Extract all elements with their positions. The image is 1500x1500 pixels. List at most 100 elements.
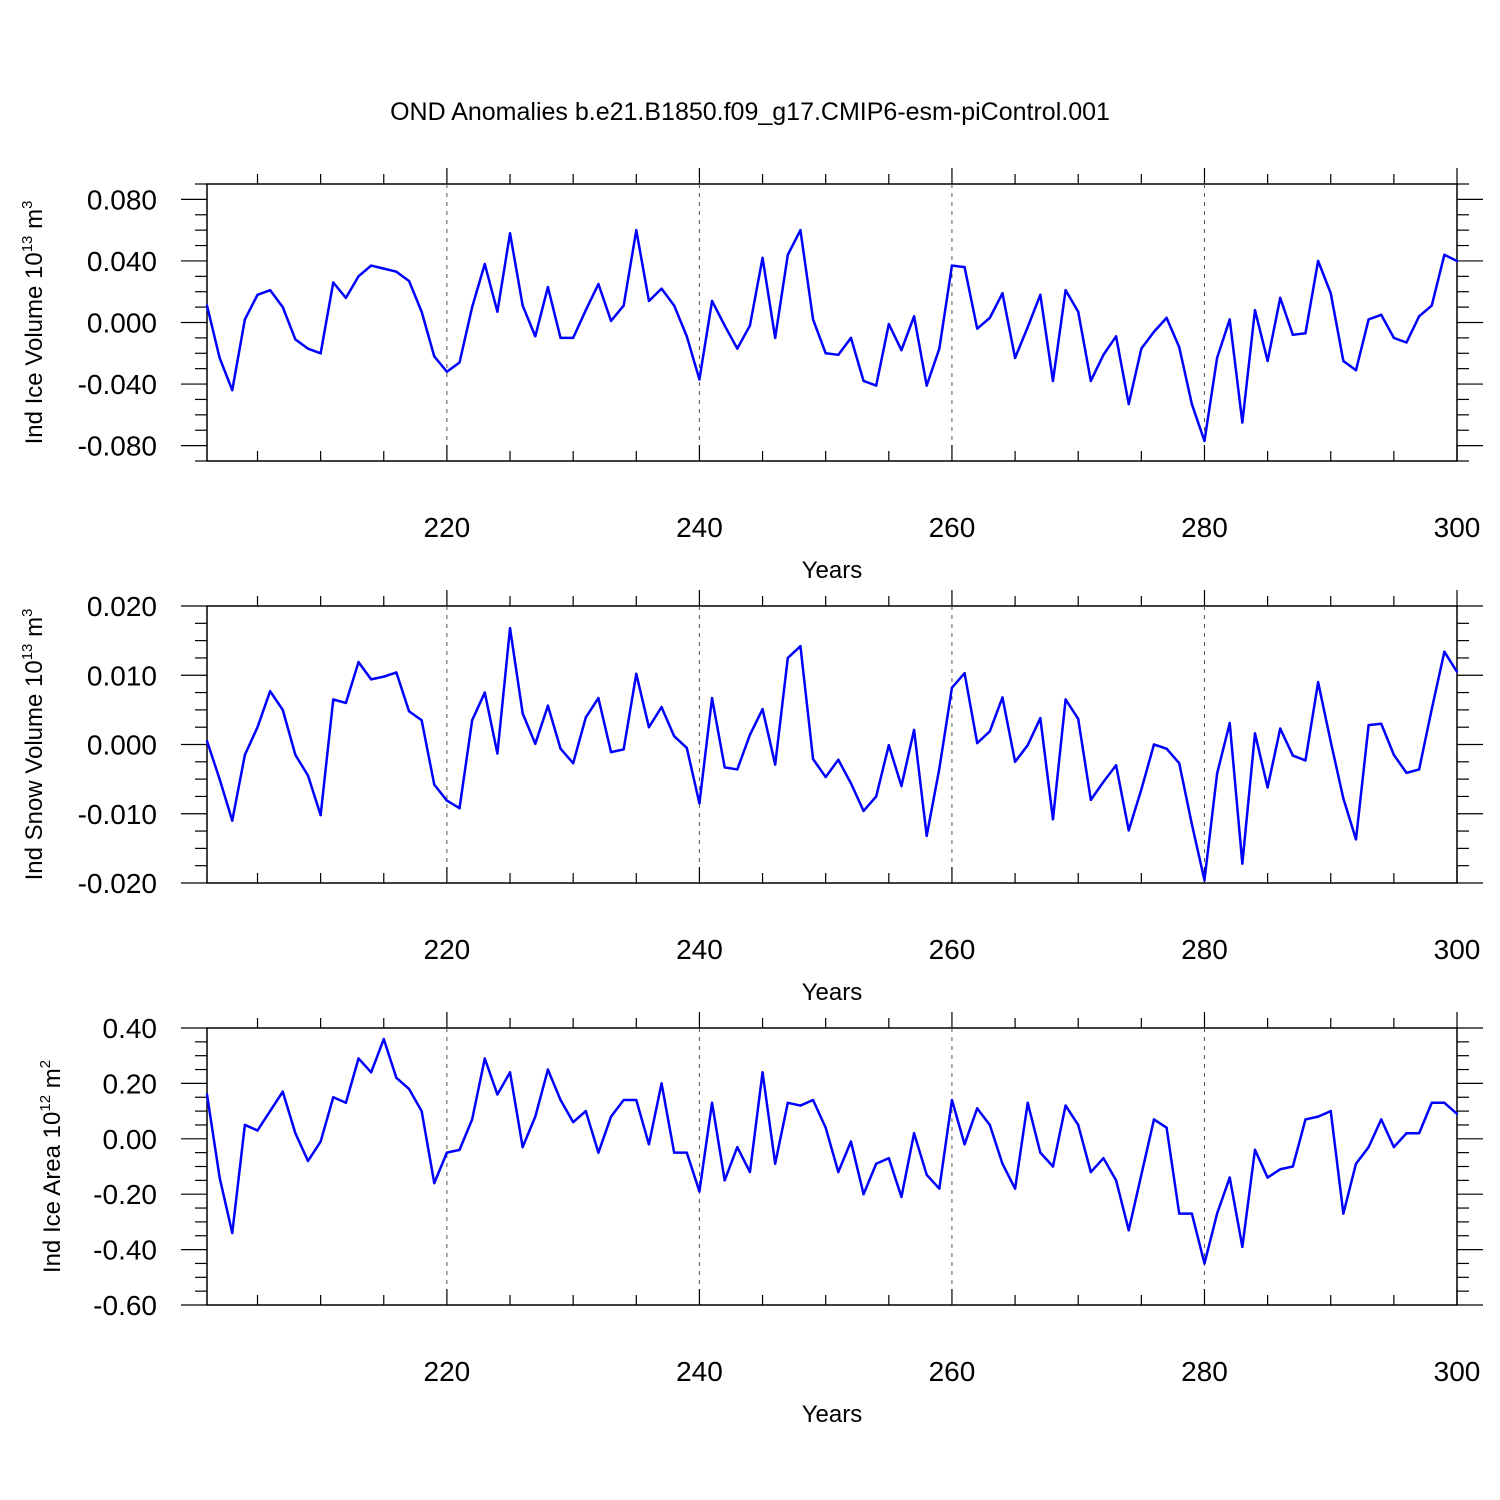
data-point bbox=[1102, 353, 1105, 357]
data-point bbox=[597, 696, 600, 700]
data-point bbox=[1215, 772, 1219, 775]
data-point bbox=[559, 336, 562, 340]
data-point bbox=[710, 299, 714, 303]
data-point bbox=[837, 353, 840, 357]
data-point bbox=[458, 1148, 461, 1152]
data-point bbox=[773, 1162, 777, 1165]
x-tick-label: 280 bbox=[1181, 512, 1228, 543]
data-point bbox=[1077, 310, 1080, 313]
data-point bbox=[912, 1132, 916, 1135]
data-point bbox=[925, 834, 928, 838]
y-tick-label: 0.000 bbox=[87, 730, 157, 761]
data-point bbox=[1089, 1170, 1093, 1174]
data-points bbox=[205, 228, 1459, 443]
data-point bbox=[988, 1123, 992, 1127]
data-point bbox=[571, 1120, 575, 1124]
x-tick-label: 240 bbox=[676, 512, 723, 543]
data-point bbox=[1001, 696, 1004, 699]
data-point bbox=[1039, 716, 1042, 720]
data-point bbox=[1329, 740, 1332, 743]
data-point bbox=[799, 644, 802, 648]
data-point bbox=[1455, 670, 1459, 673]
data-point bbox=[332, 698, 335, 701]
y-tick-label: 0.020 bbox=[87, 591, 157, 622]
data-point bbox=[710, 696, 714, 700]
x-tick-label: 220 bbox=[424, 512, 471, 543]
data-point bbox=[1114, 764, 1118, 767]
data-point bbox=[1367, 1145, 1370, 1149]
data-point bbox=[988, 730, 992, 733]
x-tick-label: 240 bbox=[676, 934, 723, 965]
data-point bbox=[1178, 761, 1181, 765]
data-point bbox=[1455, 1112, 1459, 1116]
data-point bbox=[862, 379, 865, 383]
data-point bbox=[837, 758, 840, 761]
data-point bbox=[508, 232, 512, 235]
data-point bbox=[1392, 1145, 1396, 1149]
data-point bbox=[963, 671, 966, 675]
data-point bbox=[1241, 1245, 1244, 1249]
data-point bbox=[470, 719, 474, 722]
data-point bbox=[912, 315, 916, 318]
data-point bbox=[1140, 1173, 1143, 1177]
data-point bbox=[1013, 760, 1017, 764]
data-point bbox=[1039, 293, 1042, 296]
data-point bbox=[849, 1140, 853, 1143]
data-point bbox=[1316, 1115, 1320, 1118]
y-tick-label: 0.00 bbox=[103, 1124, 158, 1155]
data-point bbox=[534, 335, 537, 338]
data-point bbox=[407, 710, 411, 713]
data-point bbox=[773, 336, 777, 340]
data-point bbox=[1026, 1101, 1029, 1104]
data-point bbox=[1316, 680, 1320, 684]
data-point bbox=[584, 716, 587, 719]
data-point bbox=[382, 675, 385, 678]
data-points bbox=[205, 1037, 1459, 1265]
data-point bbox=[1417, 1132, 1421, 1135]
data-point bbox=[622, 304, 625, 307]
data-point bbox=[319, 1140, 322, 1143]
data-point bbox=[1064, 1104, 1067, 1107]
data-point bbox=[698, 802, 701, 805]
data-point bbox=[887, 322, 891, 326]
data-point bbox=[445, 799, 449, 802]
data-point bbox=[256, 1129, 259, 1132]
data-point bbox=[1114, 1179, 1118, 1182]
data-point bbox=[433, 783, 436, 786]
data-point bbox=[458, 361, 461, 364]
data-point bbox=[1354, 838, 1358, 841]
data-point bbox=[584, 1109, 587, 1113]
data-point bbox=[1178, 345, 1181, 349]
data-point bbox=[382, 267, 385, 270]
data-point bbox=[723, 766, 726, 769]
y-tick-label: -0.40 bbox=[93, 1235, 157, 1266]
data-point bbox=[357, 1057, 360, 1060]
data-point bbox=[799, 228, 802, 232]
data-point bbox=[622, 748, 625, 751]
y-axis-label-unit: m bbox=[21, 617, 48, 644]
data-point bbox=[672, 1151, 676, 1154]
data-point bbox=[786, 253, 790, 256]
data-point bbox=[685, 335, 688, 338]
data-point bbox=[268, 689, 272, 693]
data-point bbox=[862, 809, 865, 813]
data-point bbox=[597, 282, 600, 286]
x-tick-label: 300 bbox=[1434, 512, 1481, 543]
data-point bbox=[369, 678, 373, 681]
data-point bbox=[1064, 698, 1067, 701]
data-point bbox=[369, 264, 373, 267]
y-axis-label: Ind Ice Area 1012 m2 bbox=[37, 1060, 66, 1273]
data-point bbox=[874, 1162, 878, 1165]
data-point bbox=[534, 742, 537, 746]
data-point bbox=[319, 813, 322, 817]
series-line bbox=[205, 228, 1458, 443]
data-point bbox=[306, 774, 310, 777]
data-point bbox=[609, 319, 613, 323]
data-point bbox=[900, 349, 903, 352]
data-point bbox=[1316, 259, 1320, 263]
data-point bbox=[243, 753, 247, 757]
data-point bbox=[786, 1101, 790, 1104]
data-point bbox=[332, 281, 335, 284]
data-point bbox=[534, 1115, 537, 1118]
